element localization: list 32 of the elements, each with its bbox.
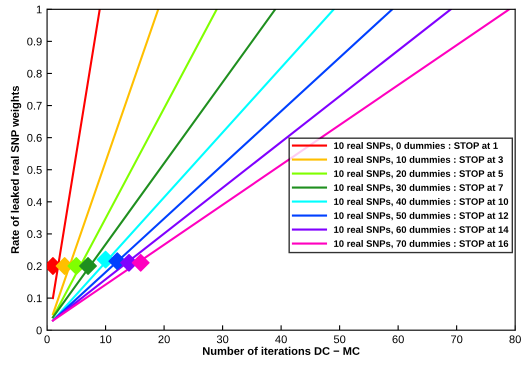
x-tick-label: 10 bbox=[100, 335, 112, 344]
legend-label: 10 real SNPs, 50 dummies : STOP at 12 bbox=[334, 212, 508, 220]
point bbox=[79, 257, 97, 275]
y-axis-title: Rate of leaked real SNP weights bbox=[10, 86, 22, 254]
y-tick-label: 0.9 bbox=[27, 38, 42, 46]
x-tick-label: 50 bbox=[334, 335, 346, 344]
legend-label: 10 real SNPs, 40 dummies : STOP at 10 bbox=[334, 198, 508, 206]
y-tick-label: 0.3 bbox=[27, 230, 42, 238]
legend-label: 10 real SNPs, 0 dummies : STOP at 1 bbox=[334, 142, 498, 150]
y-tick-label: 0.4 bbox=[27, 198, 42, 206]
x-tick-label: 20 bbox=[158, 335, 170, 344]
y-tick-label: 0.6 bbox=[27, 134, 42, 142]
y-tick-label: 0 bbox=[36, 326, 42, 334]
y-tick-label: 0.2 bbox=[27, 262, 42, 270]
y-tick-label: 0.1 bbox=[27, 294, 42, 302]
y-tick-label: 1 bbox=[36, 6, 42, 14]
x-tick-label: 30 bbox=[216, 335, 228, 344]
legend-label: 10 real SNPs, 10 dummies : STOP at 3 bbox=[334, 156, 503, 164]
x-tick-label: 80 bbox=[509, 335, 521, 344]
legend-label: 10 real SNPs, 70 dummies : STOP at 16 bbox=[334, 240, 508, 248]
x-tick-label: 40 bbox=[275, 335, 287, 344]
x-tick-label: 70 bbox=[451, 335, 462, 344]
y-tick-label: 0.5 bbox=[27, 166, 42, 174]
y-tick-label: 0.8 bbox=[27, 70, 42, 78]
x-axis-title: Number of iterations DC − MC bbox=[202, 346, 360, 355]
legend-label: 10 real SNPs, 20 dummies : STOP at 5 bbox=[334, 170, 504, 178]
point bbox=[132, 254, 150, 272]
legend-label: 10 real SNPs, 30 dummies : STOP at 7 bbox=[334, 184, 503, 192]
x-tick-label: 0 bbox=[44, 335, 50, 344]
legend-label: 10 real SNPs, 60 dummies : STOP at 14 bbox=[334, 226, 508, 234]
y-tick-label: 0.7 bbox=[27, 102, 42, 110]
x-tick-label: 60 bbox=[392, 335, 404, 344]
